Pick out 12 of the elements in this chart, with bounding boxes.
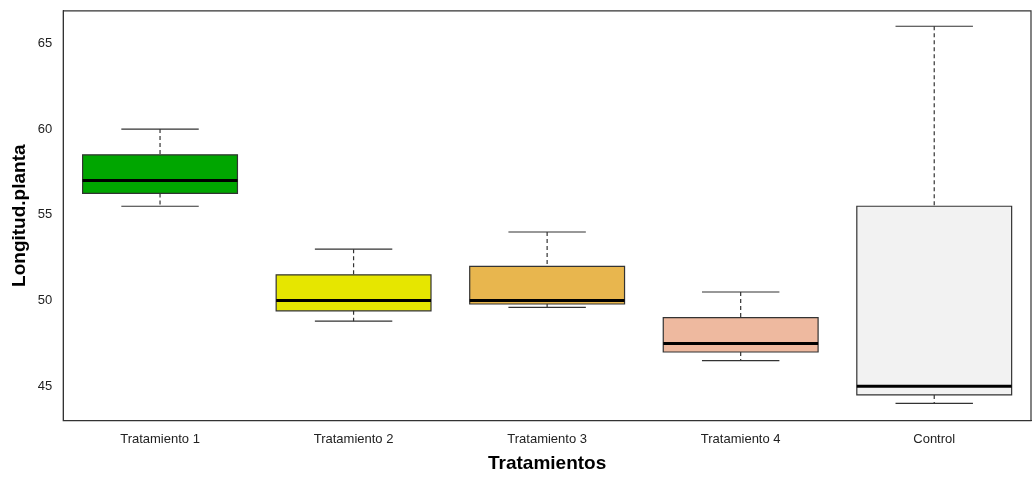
x-tick-label: Tratamiento 3	[507, 430, 587, 446]
x-tick-label: Tratamiento 4	[700, 430, 781, 446]
x-tick-label: Control	[913, 430, 956, 446]
y-tick-label: 55	[37, 206, 53, 222]
y-tick-label: 50	[37, 292, 53, 308]
x-axis-title: Tratamientos	[488, 451, 607, 473]
y-tick-label: 45	[37, 377, 53, 393]
y-tick-label: 65	[37, 34, 53, 50]
x-tick-label: Tratamiento 2	[313, 430, 394, 446]
y-axis-title: Longitud.planta	[7, 144, 29, 287]
x-tick-label: Tratamiento 1	[120, 430, 200, 446]
y-tick-label: 60	[37, 120, 53, 136]
